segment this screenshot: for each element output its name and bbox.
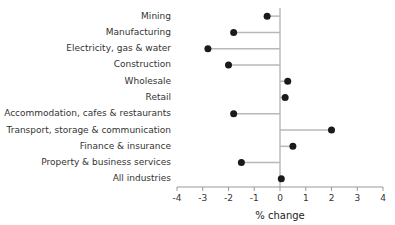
x-tick [383,187,384,191]
x-tick-label: 2 [329,193,335,203]
x-tick-label: -3 [198,193,207,203]
x-tick [305,187,306,191]
lollipop-dot [284,78,291,85]
lollipop-stem [280,129,332,131]
x-tick [280,187,281,191]
lollipop-dot [328,127,335,134]
x-axis-title: % change [255,210,304,221]
x-tick [228,187,229,191]
x-tick [357,187,358,191]
chart-container: Mining Manufacturing Electricity, gas & wa… [0,0,395,225]
category-label: Electricity, gas & water [66,43,171,53]
x-tick-label: 1 [303,193,309,203]
x-tick-label: -4 [173,193,182,203]
x-tick-label: 0 [277,193,283,203]
x-tick [254,187,255,191]
x-tick [331,187,332,191]
category-label: Accommodation, cafes & restaurants [4,108,171,118]
category-label: Wholesale [125,76,172,86]
category-label: Retail [146,92,171,102]
marks [204,13,335,183]
x-tick-label: 4 [380,193,386,203]
y-labels: Mining Manufacturing Electricity, gas & wa… [4,11,171,184]
lollipop-stem [229,64,281,66]
category-label: Property & business services [41,157,171,167]
x-tick [202,187,203,191]
category-label: Construction [114,59,171,69]
category-label: Finance & insurance [80,141,172,151]
category-label: Transport, storage & communication [6,125,171,135]
x-tick-label: 3 [354,193,360,203]
x-tick-label: -2 [224,193,233,203]
category-label: Mining [141,11,171,21]
lollipop-stem [241,162,280,164]
category-label: Manufacturing [106,27,171,37]
x-tick-label: -1 [250,193,259,203]
lollipop-stem [208,48,280,50]
lollipop-dot [230,29,237,36]
lollipop-dot [238,159,245,166]
lollipop-dot [230,110,237,117]
lollipop-dot [225,61,232,68]
lollipop-dot [289,143,296,150]
chart-svg: Mining Manufacturing Electricity, gas & wa… [0,0,395,225]
lollipop-stem [234,32,280,34]
lollipop-dot [278,175,285,182]
lollipop-stem [234,113,280,115]
x-axis: -4 -3 -2 -1 0 1 2 3 4 [173,187,387,203]
lollipop-dot [204,45,211,52]
category-label: All industries [113,173,172,183]
lollipop-dot [264,13,271,20]
x-tick [177,187,178,191]
lollipop-dot [282,94,289,101]
